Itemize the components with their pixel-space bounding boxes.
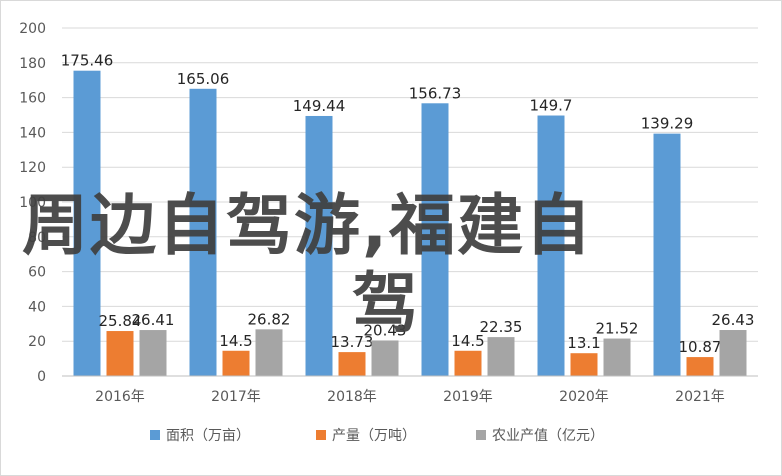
bar-series2-2 xyxy=(338,352,366,376)
y-tick-label: 20 xyxy=(28,334,46,350)
legend-swatch-1 xyxy=(150,430,160,440)
legend-label-3: 农业产值（亿元） xyxy=(492,428,604,444)
data-label: 25.84 xyxy=(99,312,142,330)
y-tick-label: 200 xyxy=(19,21,46,37)
y-tick-label: 120 xyxy=(19,160,46,176)
bar-series3-2 xyxy=(371,340,399,376)
bar-series1-5 xyxy=(653,133,681,376)
data-label: 149.7 xyxy=(530,97,573,115)
data-label: 10.87 xyxy=(679,338,722,356)
x-tick-label: 2017年 xyxy=(211,389,261,405)
y-tick-label: 0 xyxy=(37,369,46,385)
data-label: 20.43 xyxy=(364,321,407,339)
data-label: 22.35 xyxy=(480,318,523,336)
bar-series3-5 xyxy=(719,330,747,376)
bar-series3-4 xyxy=(603,338,631,376)
bar-series2-5 xyxy=(686,357,714,376)
x-tick-label: 2016年 xyxy=(95,389,145,405)
y-tick-label: 60 xyxy=(28,265,46,281)
bar-series3-3 xyxy=(487,337,515,376)
data-label: 26.43 xyxy=(712,311,755,329)
y-tick-label: 180 xyxy=(19,56,46,72)
bar-series2-0 xyxy=(106,331,134,376)
data-label: 26.82 xyxy=(248,310,291,328)
data-label: 156.73 xyxy=(409,84,462,102)
x-tick-label: 2021年 xyxy=(675,389,725,405)
bar-series2-3 xyxy=(454,350,482,376)
legend-swatch-3 xyxy=(476,430,486,440)
bar-series2-1 xyxy=(222,350,250,376)
bar-series1-3 xyxy=(421,103,449,377)
data-label: 14.5 xyxy=(219,332,252,350)
y-tick-label: 160 xyxy=(19,91,46,107)
y-tick-label: 140 xyxy=(19,125,46,141)
data-label: 165.06 xyxy=(177,70,230,88)
x-tick-label: 2018年 xyxy=(327,389,377,405)
x-tick-label: 2020年 xyxy=(559,389,609,405)
bar-series3-0 xyxy=(139,330,167,376)
legend-swatch-2 xyxy=(316,430,326,440)
data-label: 149.44 xyxy=(293,97,346,115)
x-tick-label: 2019年 xyxy=(443,389,493,405)
overlay-text-line2: 驾 xyxy=(352,265,420,342)
bar-series2-4 xyxy=(570,353,598,376)
bar-series3-1 xyxy=(255,329,283,376)
data-label: 13.1 xyxy=(567,334,600,352)
data-label: 14.5 xyxy=(451,332,484,350)
legend-label-2: 产量（万吨） xyxy=(332,428,416,444)
overlay-text-line1: 周边自驾游,福建自 xyxy=(22,187,594,264)
bar-series1-1 xyxy=(189,88,217,377)
legend-label-1: 面积（万亩） xyxy=(166,427,250,444)
data-label: 21.52 xyxy=(596,320,639,338)
data-label: 139.29 xyxy=(641,115,694,133)
data-label: 13.73 xyxy=(331,333,374,351)
bar-series1-2 xyxy=(305,115,333,377)
y-tick-label: 100 xyxy=(19,195,46,211)
data-label: 175.46 xyxy=(61,52,114,70)
data-label: 26.41 xyxy=(132,311,175,329)
y-tick-label: 40 xyxy=(28,299,46,315)
bar-series1-0 xyxy=(73,70,101,377)
bar-series1-4 xyxy=(537,115,565,376)
y-tick-label: 80 xyxy=(28,230,46,246)
